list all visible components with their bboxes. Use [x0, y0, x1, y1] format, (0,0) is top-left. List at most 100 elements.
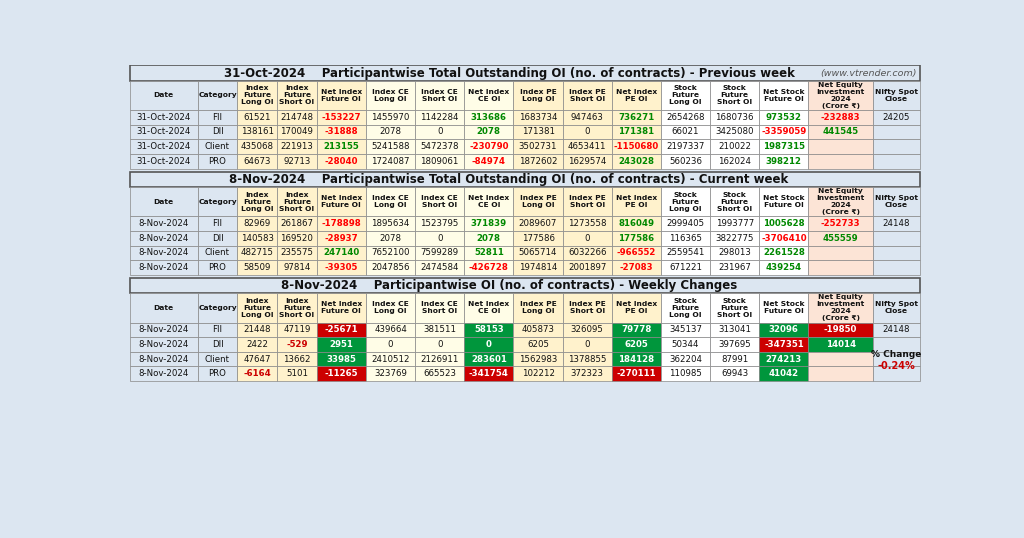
Bar	[130, 172, 920, 187]
Bar	[415, 110, 464, 125]
Text: Date: Date	[154, 305, 174, 311]
Bar	[710, 231, 760, 245]
Text: 482715: 482715	[241, 249, 273, 257]
Bar	[611, 125, 660, 139]
Text: -39305: -39305	[325, 263, 358, 272]
Bar	[562, 260, 611, 275]
Text: -31888: -31888	[325, 128, 358, 137]
Text: Index PE
Long OI: Index PE Long OI	[519, 301, 556, 314]
Bar	[562, 245, 611, 260]
Text: Net Index
CE OI: Net Index CE OI	[468, 195, 510, 208]
Bar	[198, 293, 238, 322]
Text: 397695: 397695	[719, 340, 751, 349]
Bar	[760, 352, 809, 366]
Text: -966552: -966552	[616, 249, 656, 257]
Bar	[130, 278, 920, 293]
Text: -529: -529	[286, 340, 307, 349]
Text: 0: 0	[585, 340, 590, 349]
Bar	[513, 81, 562, 110]
Text: -3706410: -3706410	[761, 233, 807, 243]
Text: 362204: 362204	[669, 355, 702, 364]
Text: 1629574: 1629574	[568, 157, 606, 166]
Text: 1872602: 1872602	[519, 157, 557, 166]
Text: 170049: 170049	[281, 128, 313, 137]
Bar	[464, 293, 513, 322]
Text: 261867: 261867	[281, 219, 313, 228]
Text: 2126911: 2126911	[421, 355, 459, 364]
Text: Stock
Future
Short OI: Stock Future Short OI	[717, 298, 753, 318]
Bar	[316, 293, 366, 322]
Bar	[278, 216, 316, 231]
Text: Index
Future
Short OI: Index Future Short OI	[280, 298, 314, 318]
Bar	[130, 293, 198, 322]
Bar	[366, 110, 415, 125]
Text: 31-Oct-2024: 31-Oct-2024	[136, 128, 190, 137]
Text: 66021: 66021	[672, 128, 699, 137]
Bar	[809, 187, 872, 216]
Bar	[464, 322, 513, 337]
Text: 274213: 274213	[766, 355, 802, 364]
Bar	[872, 322, 920, 337]
Bar	[415, 216, 464, 231]
Bar	[198, 337, 238, 352]
Text: 671221: 671221	[669, 263, 702, 272]
Bar	[198, 139, 238, 154]
Bar	[513, 110, 562, 125]
Text: Category: Category	[199, 93, 237, 98]
Text: 171381: 171381	[618, 128, 654, 137]
Bar	[464, 245, 513, 260]
Bar	[513, 245, 562, 260]
Bar	[238, 322, 278, 337]
Bar	[562, 352, 611, 366]
Bar	[415, 322, 464, 337]
Bar	[809, 154, 872, 168]
Text: Index CE
Long OI: Index CE Long OI	[372, 195, 409, 208]
Bar	[198, 245, 238, 260]
Bar	[760, 81, 809, 110]
Bar	[710, 352, 760, 366]
Text: 1809061: 1809061	[421, 157, 459, 166]
Bar	[316, 81, 366, 110]
Bar	[316, 366, 366, 381]
Text: 177586: 177586	[618, 233, 654, 243]
Text: 5241588: 5241588	[372, 142, 410, 151]
Text: Nifty Spot
Close: Nifty Spot Close	[874, 301, 918, 314]
Text: 47647: 47647	[244, 355, 271, 364]
Text: Stock
Future
Short OI: Stock Future Short OI	[717, 192, 753, 211]
Bar	[710, 337, 760, 352]
Bar	[366, 187, 415, 216]
Bar	[366, 337, 415, 352]
Bar	[660, 352, 710, 366]
Bar	[238, 187, 278, 216]
Bar	[760, 139, 809, 154]
Text: 24148: 24148	[883, 325, 910, 334]
Bar	[760, 245, 809, 260]
Text: 323769: 323769	[374, 369, 407, 378]
Bar	[562, 216, 611, 231]
Text: 8-Nov-2024: 8-Nov-2024	[138, 355, 188, 364]
Text: -0.24%: -0.24%	[878, 362, 915, 371]
Text: 31-Oct-2024: 31-Oct-2024	[136, 113, 190, 122]
Text: Date: Date	[154, 199, 174, 204]
Bar	[278, 81, 316, 110]
Bar	[513, 293, 562, 322]
Text: 64673: 64673	[244, 157, 271, 166]
Bar	[562, 337, 611, 352]
Text: Net Equity
Investment
2024
(Crore ₹): Net Equity Investment 2024 (Crore ₹)	[816, 294, 864, 321]
Text: -178898: -178898	[322, 219, 361, 228]
Text: -1150680: -1150680	[613, 142, 659, 151]
Text: -341754: -341754	[469, 369, 509, 378]
Text: 455559: 455559	[823, 233, 858, 243]
Text: 1455970: 1455970	[372, 113, 410, 122]
Text: Date: Date	[154, 93, 174, 98]
Text: FII: FII	[213, 325, 222, 334]
Text: 6032266: 6032266	[568, 249, 606, 257]
Text: 116365: 116365	[669, 233, 702, 243]
Bar	[513, 260, 562, 275]
Text: Index
Future
Short OI: Index Future Short OI	[280, 86, 314, 105]
Bar	[464, 187, 513, 216]
Text: Stock
Future
Long OI: Stock Future Long OI	[670, 86, 701, 105]
Bar	[238, 260, 278, 275]
Bar	[513, 216, 562, 231]
Bar	[316, 352, 366, 366]
